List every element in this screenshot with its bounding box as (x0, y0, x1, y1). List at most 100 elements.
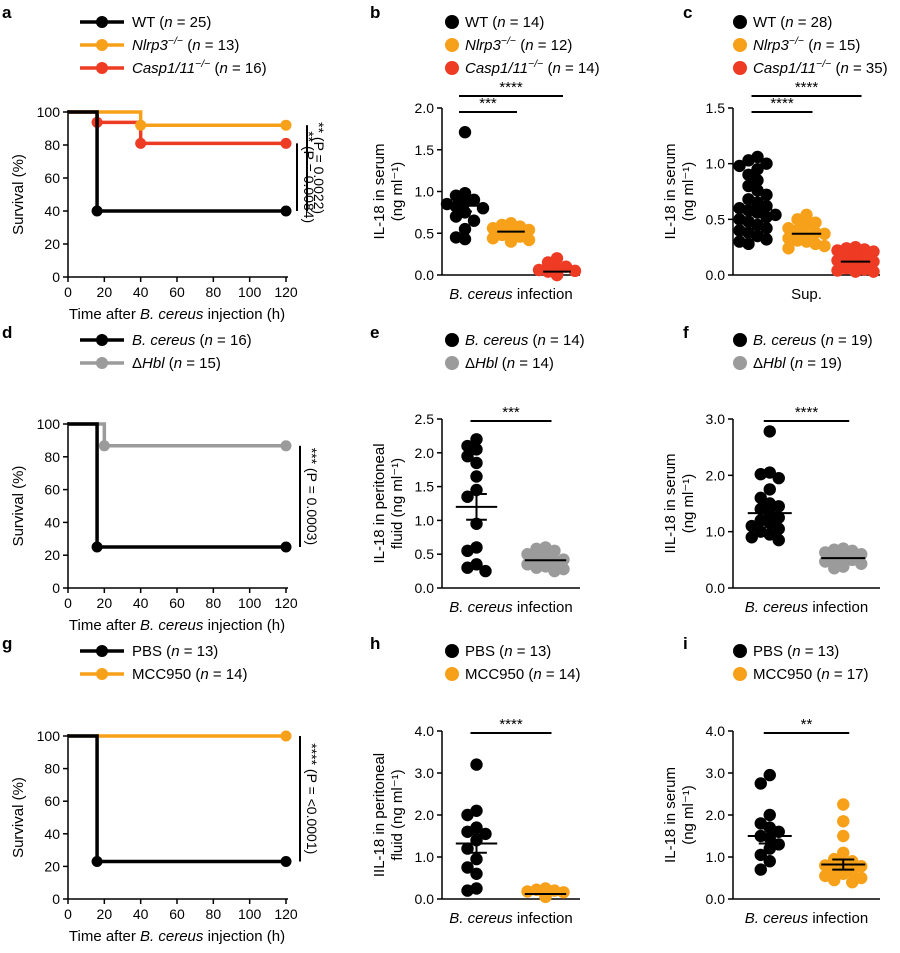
data-point (742, 237, 755, 251)
label-part: = 14) (506, 14, 545, 31)
label-part: ( (528, 332, 537, 349)
y-tick-label: 60 (44, 482, 60, 498)
legend-text: WT (n = 28) (753, 14, 832, 31)
data-point (837, 798, 850, 811)
data-point (831, 244, 844, 257)
label-part: Time after (69, 617, 140, 634)
label-part: ( (831, 60, 840, 77)
x-axis-label: B. cereus infection (449, 286, 572, 303)
label-part: n (205, 332, 213, 349)
y-tick-label: 1.0 (415, 512, 435, 528)
legend-marker (733, 15, 747, 29)
label-part: −/− (195, 58, 210, 70)
y-tick-label: 1.0 (706, 156, 726, 172)
data-point (521, 885, 534, 898)
label-part: n (795, 355, 803, 372)
legend-text: B. cereus (n = 19) (753, 332, 873, 349)
y-axis-label: IL-18 in serum (662, 144, 679, 240)
series-marker (91, 205, 103, 217)
label-part: ( (543, 60, 552, 77)
data-point (867, 245, 880, 258)
label-part: Casp1/11 (465, 60, 528, 77)
legend-marker (445, 15, 459, 29)
x-tick-label: 60 (169, 595, 185, 611)
legend-marker (733, 667, 747, 681)
x-axis-label: Time after B. cereus injection (h) (69, 928, 285, 945)
data-point (818, 239, 831, 253)
x-tick-label: 100 (238, 595, 262, 611)
legend-text: WT (n = 14) (465, 14, 544, 31)
panel-e: e B. cereus (n = 14)ΔHbl (n = 14)0.00.51.… (370, 323, 585, 616)
y-tick-label: 60 (44, 170, 60, 186)
data-point (449, 189, 463, 202)
label-part: injection (h) (203, 306, 285, 323)
label-part: B. cereus (140, 306, 204, 323)
data-point (548, 544, 561, 558)
x-tick-label: 40 (133, 906, 149, 922)
label-part: = 14) (561, 60, 600, 77)
legend-marker (96, 668, 108, 680)
label-part: = 19) (803, 355, 842, 372)
data-point (733, 159, 746, 173)
legend-text: Nlrp3−/− (n = 15) (753, 35, 860, 54)
x-axis-label: Time after B. cereus injection (h) (69, 617, 285, 634)
y-tick-label: 2.0 (415, 100, 435, 116)
series-marker (91, 856, 103, 868)
sig-stars: ** (801, 716, 813, 733)
y-tick-label: 1.0 (706, 849, 726, 865)
y-tick-label: 20 (44, 547, 60, 563)
y-axis-label: fluid (ng ml⁻¹) (389, 769, 406, 860)
legend-marker (96, 334, 108, 346)
series-line (68, 422, 286, 549)
label-part: = 16) (228, 60, 267, 77)
data-point (742, 154, 755, 167)
data-point (745, 519, 758, 533)
label-part: ( (183, 37, 192, 54)
legend-text: PBS (n = 13) (465, 643, 551, 660)
sig-stars: **** (499, 79, 523, 96)
data-point (837, 867, 850, 880)
y-axis-label: (ng ml⁻¹) (680, 162, 697, 222)
label-part: PBS ( (753, 643, 792, 660)
legend-text: PBS (n = 13) (132, 643, 218, 660)
data-point (760, 157, 773, 170)
panel-h: h PBS (n = 13)MCC950 (n = 14)0.01.02.03.0… (370, 634, 580, 927)
y-tick-label: 20 (44, 858, 60, 874)
data-point (837, 815, 850, 828)
y-tick-label: 100 (37, 104, 61, 120)
data-point (828, 873, 841, 887)
x-tick-label: 20 (97, 595, 113, 611)
label-part: ( (195, 332, 204, 349)
data-point (846, 876, 859, 889)
y-axis-label: Survival (%) (10, 777, 27, 858)
label-part: −/− (816, 58, 831, 70)
label-part: −/− (168, 35, 183, 47)
data-point (763, 808, 776, 822)
label-part: Casp1/11 (753, 60, 816, 77)
y-tick-label: 100 (37, 728, 61, 744)
data-point (751, 174, 764, 187)
y-axis-label: fluid (ng ml⁻¹) (389, 458, 406, 549)
series-marker (280, 137, 292, 149)
data-point (461, 449, 474, 463)
data-point (467, 214, 481, 227)
series-marker (135, 119, 147, 131)
legend-text: MCC950 (n = 14) (465, 666, 580, 683)
x-axis-label: B. cereus infection (745, 599, 868, 616)
y-tick-label: 80 (44, 137, 60, 153)
data-point (751, 163, 764, 176)
series-marker (280, 119, 292, 131)
sig-label: *** (P = 0.0003) (304, 448, 320, 545)
y-tick-label: 40 (44, 514, 60, 530)
label-part: Δ (132, 355, 142, 372)
label-part: WT ( (465, 14, 497, 31)
sig-stars: **** (795, 79, 819, 96)
label-part: n (507, 355, 515, 372)
sig-p: (P = 0.0022) (311, 137, 327, 214)
label-part: n (192, 37, 200, 54)
sig-p: (P = 0.0003) (304, 468, 320, 545)
panel-b: bWT (n = 14)Nlrp3−/− (n = 12)Casp1/11−/−… (370, 3, 600, 303)
label-part: = 13) (801, 643, 840, 660)
label-part: B. cereus (745, 599, 809, 616)
label-part: B. cereus (140, 617, 204, 634)
